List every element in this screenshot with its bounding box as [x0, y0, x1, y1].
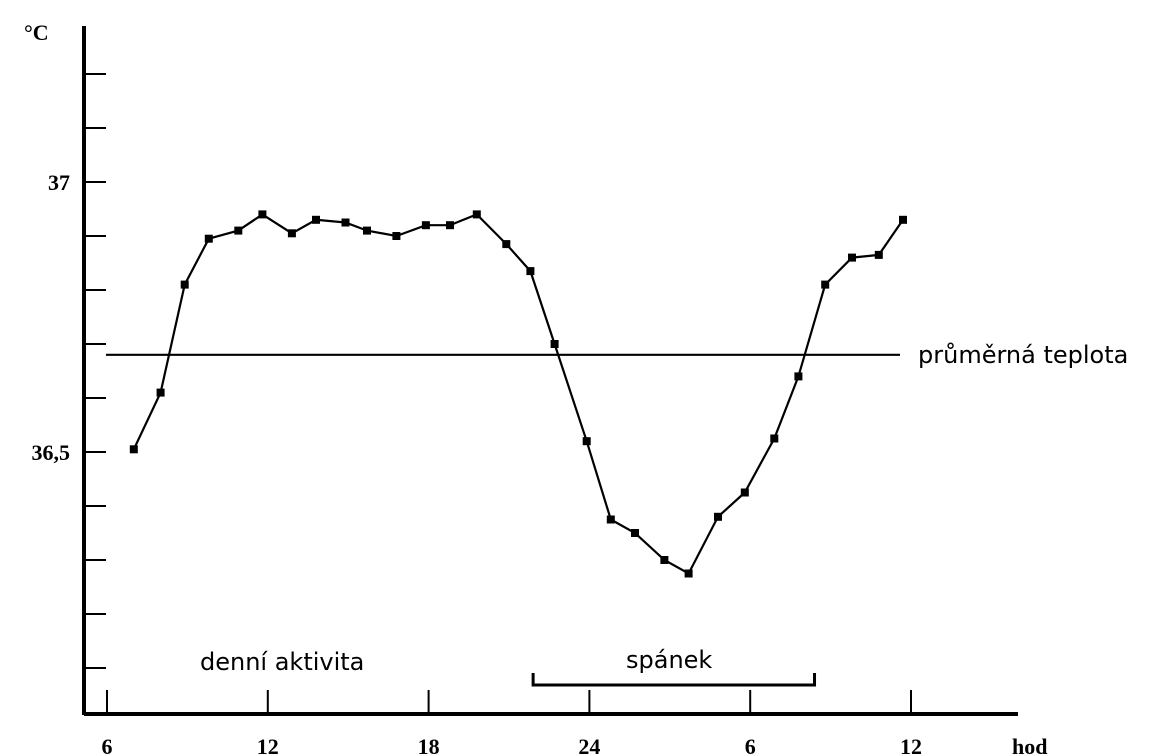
- x-tick-label: 12: [900, 734, 922, 756]
- data-point: [258, 210, 267, 219]
- data-point: [660, 556, 669, 564]
- data-point: [684, 569, 693, 578]
- data-point: [129, 445, 138, 454]
- x-tick-label: 24: [578, 734, 600, 756]
- spanek-bracket-line: [531, 673, 817, 687]
- data-point: [899, 215, 907, 224]
- data-point: [156, 388, 165, 397]
- data-point: [770, 434, 779, 443]
- data-point: [848, 253, 856, 262]
- data-point: [714, 512, 722, 521]
- y-axis-label: °C: [24, 20, 49, 45]
- data-point: [550, 340, 559, 348]
- x-tick-label: 12: [257, 734, 279, 756]
- spanek-bracket: [531, 673, 817, 687]
- data-point: [740, 488, 749, 497]
- ticks: [84, 73, 912, 714]
- x-tick-label: 6: [745, 734, 756, 756]
- data-point: [312, 215, 320, 224]
- annotation-denni-aktivita: denní aktivita: [200, 648, 364, 676]
- annotation-spanek: spánek: [626, 646, 712, 674]
- data-point: [287, 229, 296, 238]
- data-point: [606, 515, 615, 524]
- data-point: [234, 226, 243, 235]
- data-point: [472, 210, 481, 219]
- data-point: [582, 437, 591, 446]
- tick-labels: 37 36,5 6 12 18 24 6 12: [32, 170, 923, 756]
- data-point: [794, 372, 803, 381]
- series-line: [132, 213, 904, 576]
- data-point: [421, 221, 430, 230]
- axes: [82, 26, 1018, 716]
- data-point: [526, 267, 535, 276]
- data-point: [180, 280, 189, 289]
- data-point: [392, 232, 401, 240]
- data-point: [341, 218, 350, 227]
- data-point: [874, 250, 883, 259]
- y-tick-label: 37: [48, 170, 70, 195]
- x-tick-label: 18: [418, 734, 440, 756]
- x-tick-label: 6: [102, 734, 113, 756]
- x-axis-label: hod: [1012, 734, 1047, 756]
- data-point: [446, 221, 454, 230]
- data-point: [502, 240, 511, 249]
- data-point: [631, 529, 639, 537]
- data-point: [363, 226, 371, 235]
- reference-line-label: průměrná teplota: [918, 341, 1128, 369]
- data-point: [204, 234, 213, 243]
- data-point: [821, 280, 830, 289]
- y-tick-label: 36,5: [32, 440, 71, 465]
- series-markers: [129, 210, 907, 578]
